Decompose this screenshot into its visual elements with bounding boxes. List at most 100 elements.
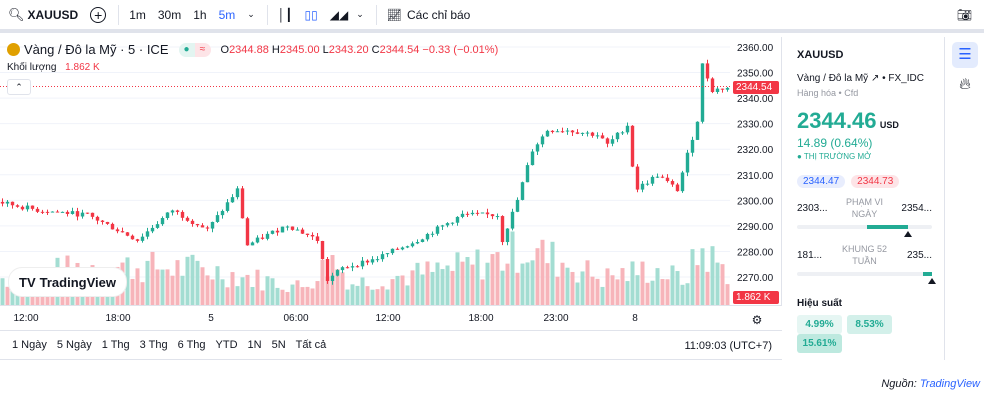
52-week-range: 181... KHUNG 52 TUẦN 235... <box>797 243 932 267</box>
volume-bar <box>470 264 475 305</box>
candle <box>325 258 330 281</box>
volume-bar <box>290 284 295 305</box>
range-6m[interactable]: 6 Thg <box>177 339 206 351</box>
interval-1m[interactable]: 1m <box>129 7 146 22</box>
details-list-icon[interactable]: ☰ <box>952 42 978 68</box>
candle <box>275 230 280 233</box>
volume-bar <box>680 284 685 305</box>
perf-value[interactable]: 15.61% <box>797 334 842 353</box>
y-tick-label: 2330.00 <box>737 120 774 131</box>
volume-bar <box>665 279 670 305</box>
candle <box>635 166 640 190</box>
volume-bar <box>630 261 635 305</box>
candle <box>355 266 360 268</box>
range-5d[interactable]: 5 Ngày <box>56 339 92 351</box>
range-all[interactable]: Tất cả <box>295 339 327 351</box>
bar-style-button[interactable]: │┃ <box>278 8 293 22</box>
compare-button[interactable]: + <box>90 6 107 23</box>
time-axis[interactable]: 12:00 18:00 5 06:00 12:00 18:00 23:00 8 … <box>0 305 782 330</box>
volume-bar <box>555 276 560 305</box>
indicators-label: Các chỉ báo <box>406 7 471 22</box>
candle <box>645 183 650 185</box>
external-link-icon[interactable]: ↗ <box>870 73 880 84</box>
panel-price: 2344.46 USD <box>797 108 932 134</box>
chart-canvas[interactable]: 2360.00 2350.00 2340.00 2330.00 2320.00 2310.… <box>0 37 782 305</box>
panel-name: Vàng / Đô la Mỹ ↗ • FX_IDC <box>797 73 924 84</box>
range-5y[interactable]: 5N <box>271 339 286 351</box>
volume-bar <box>220 279 225 305</box>
panel-category: Hàng hóa • Cfd <box>797 88 859 98</box>
candle <box>185 217 190 221</box>
candle <box>575 132 580 134</box>
search-icon: 🔍︎ <box>8 6 25 22</box>
volume-bar <box>340 272 345 305</box>
volume-bar <box>430 271 435 305</box>
market-status-pill[interactable]: ● ≈ <box>178 42 211 57</box>
candle <box>585 132 590 134</box>
candle <box>375 259 380 261</box>
range-3m[interactable]: 3 Thg <box>139 339 168 351</box>
candle <box>65 211 70 214</box>
symbol-search[interactable]: 🔍︎ XAUUSD <box>8 7 78 23</box>
hotlist-fire-icon[interactable]: 🔥︎ <box>959 76 971 93</box>
candle <box>350 266 355 268</box>
perf-value[interactable]: 8.53% <box>847 315 892 334</box>
volume-bar <box>350 284 355 305</box>
candle <box>215 215 220 222</box>
volume-bar <box>625 281 630 305</box>
panel-change: 14.89 (0.64%) <box>797 136 873 150</box>
candle <box>45 211 50 213</box>
candle-style-button[interactable]: ▯▯ <box>305 8 318 22</box>
clock[interactable]: 11:09:03 (UTC+7) <box>684 340 772 352</box>
chart-legend: Vàng / Đô la Mỹ · 5 · ICE ● ≈ O2344.88 H2… <box>7 42 498 57</box>
range-ytd[interactable]: YTD <box>215 339 238 351</box>
collapse-legend-button[interactable]: ⌃ <box>7 79 31 95</box>
area-style-button[interactable]: ◢◢ ⌄ <box>330 8 364 22</box>
volume-bar <box>260 290 265 305</box>
price-chart[interactable]: 2360.00 2350.00 2340.00 2330.00 2320.00 2310.… <box>0 37 782 305</box>
volume-bar <box>615 279 620 305</box>
candle <box>470 212 475 215</box>
interval-dropdown[interactable]: ⌄ <box>247 9 255 20</box>
volume-bar <box>165 269 170 305</box>
interval-30m[interactable]: 30m <box>157 7 182 22</box>
wk-low: 181... <box>797 249 823 261</box>
candle <box>165 212 170 219</box>
candle <box>15 205 20 207</box>
volume-bar <box>660 279 665 305</box>
bid-badge: 2344.47 <box>797 175 846 188</box>
time-label: 12:00 <box>375 313 401 324</box>
candle <box>570 130 575 133</box>
interval-1h[interactable]: 1h <box>193 7 207 22</box>
candle <box>430 233 435 235</box>
range-1y[interactable]: 1N <box>247 339 262 351</box>
range-1d[interactable]: 1 Ngày <box>12 339 47 351</box>
brand-label: TradingView <box>39 274 116 290</box>
candle <box>0 201 5 204</box>
volume-bar <box>200 267 205 305</box>
volume-bar <box>405 285 410 305</box>
volume-bar <box>460 261 465 305</box>
volume-bar <box>575 282 580 305</box>
tradingview-logo[interactable]: TV TradingView <box>8 267 127 297</box>
interval-5m[interactable]: 5m <box>218 7 236 22</box>
candle <box>705 63 710 79</box>
volume-bar <box>690 249 695 305</box>
candle <box>565 130 570 132</box>
candle <box>480 212 485 214</box>
perf-value[interactable]: 4.99% <box>797 315 842 334</box>
candle <box>290 226 295 230</box>
candle <box>70 211 75 214</box>
volume-bar <box>450 270 455 305</box>
volume-bar <box>135 268 140 305</box>
source-link[interactable]: TradingView <box>919 378 980 390</box>
settings-icon[interactable]: ⚙ <box>751 313 763 327</box>
range-1m[interactable]: 1 Thg <box>101 339 130 351</box>
volume-bar <box>155 269 160 305</box>
volume-bar <box>550 241 555 305</box>
candle <box>625 125 630 133</box>
camera-icon[interactable]: 📷︎ <box>956 8 972 22</box>
plus-circle-icon: + <box>90 6 107 23</box>
volume-bar <box>130 278 135 305</box>
indicators-button[interactable]: 📈︎ Các chỉ báo <box>387 8 471 22</box>
